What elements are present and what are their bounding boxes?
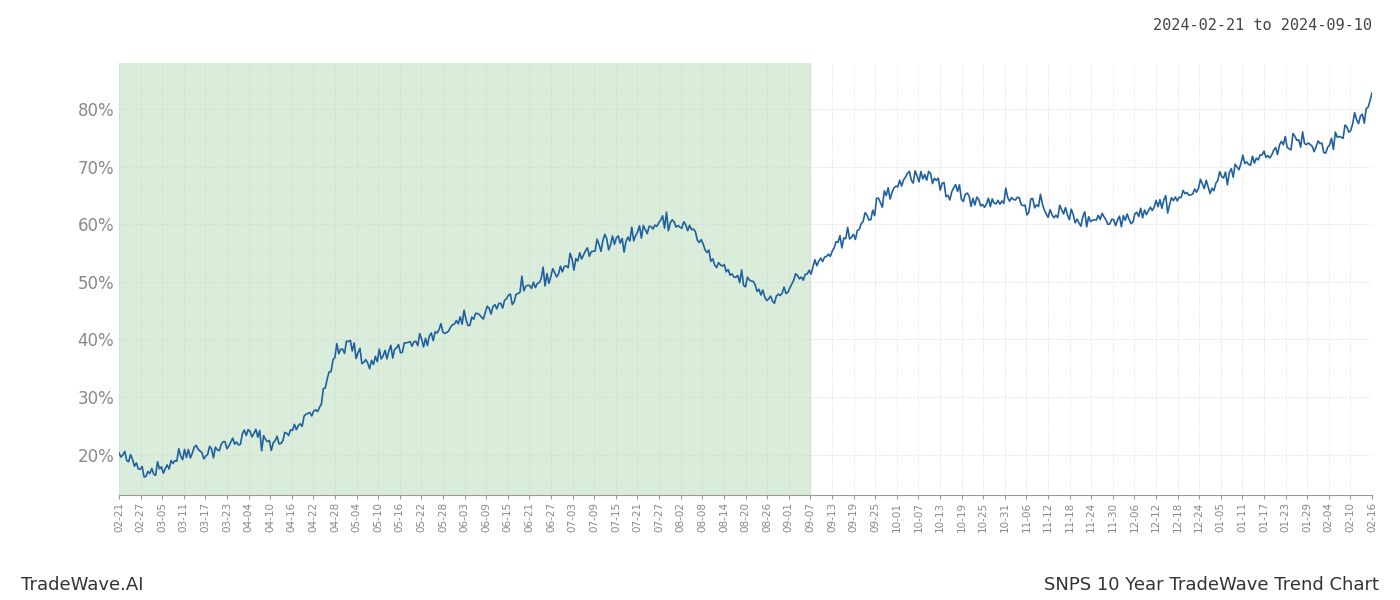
Text: TradeWave.AI: TradeWave.AI — [21, 576, 143, 594]
Text: 2024-02-21 to 2024-09-10: 2024-02-21 to 2024-09-10 — [1154, 18, 1372, 33]
Text: SNPS 10 Year TradeWave Trend Chart: SNPS 10 Year TradeWave Trend Chart — [1044, 576, 1379, 594]
Bar — [119, 63, 811, 495]
